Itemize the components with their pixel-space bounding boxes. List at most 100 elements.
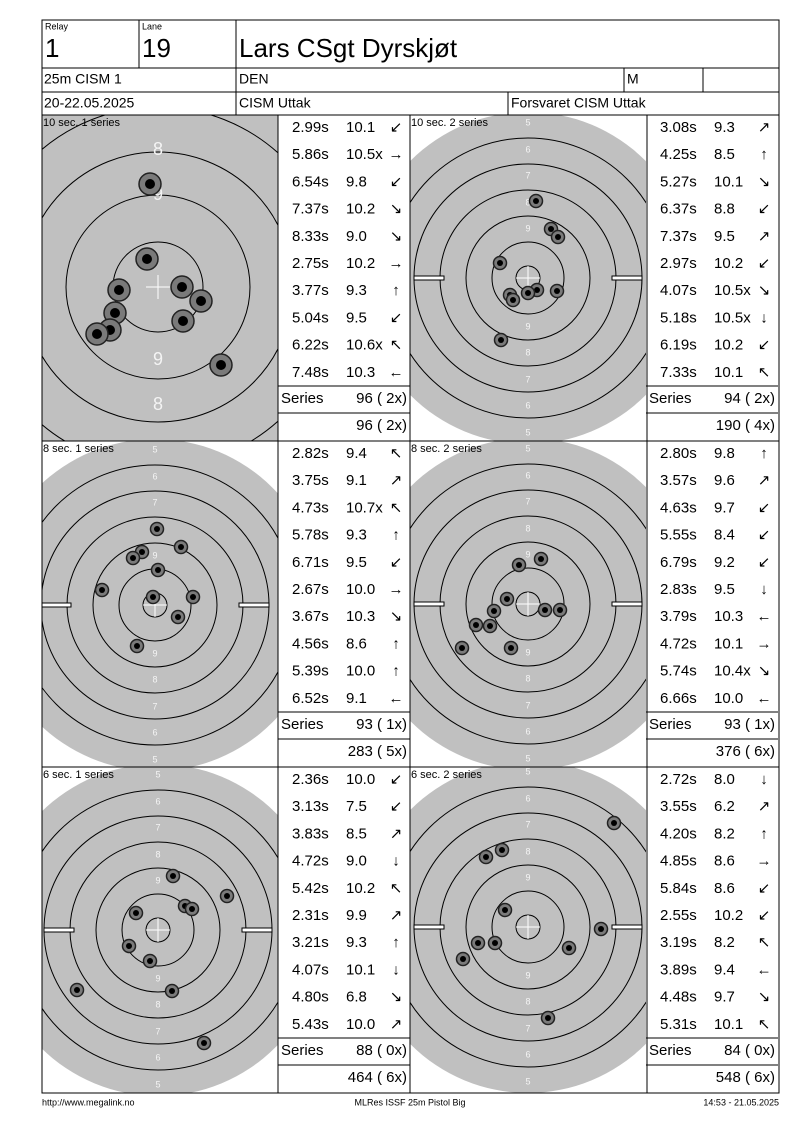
shot-time: 3.19s xyxy=(660,934,697,951)
shot-time: 4.20s xyxy=(660,825,697,842)
hit-core xyxy=(169,988,175,994)
shot-time: 5.78s xyxy=(292,527,329,544)
hit-core xyxy=(492,940,498,946)
ring-label: 5 xyxy=(525,443,530,453)
running-total: 96 ( 2x) xyxy=(356,417,407,434)
ring-label: 7 xyxy=(525,374,530,384)
target-face xyxy=(42,441,278,767)
hit-core xyxy=(554,288,560,294)
shot-time: 5.84s xyxy=(660,880,697,897)
shot-direction: ↑ xyxy=(760,825,768,842)
shot-time: 5.27s xyxy=(660,173,697,190)
shot-score: 9.1 xyxy=(346,472,367,489)
hit-core xyxy=(598,926,604,932)
shot-score: 9.3 xyxy=(346,527,367,544)
shot-score: 9.9 xyxy=(346,907,367,924)
series-label: Series xyxy=(649,1042,692,1059)
shot-score: 8.0 xyxy=(714,771,735,788)
ring-label: 9 xyxy=(152,648,157,658)
hit-core xyxy=(491,608,497,614)
shot-time: 8.33s xyxy=(292,228,329,245)
shot-direction: ↑ xyxy=(392,527,400,544)
shot-direction: ↖ xyxy=(390,880,403,897)
shot-score: 9.2 xyxy=(714,554,735,571)
hit-core xyxy=(134,643,140,649)
shot-direction: ↖ xyxy=(390,337,403,354)
ring-label: 5 xyxy=(525,753,530,763)
ring-label: 8 xyxy=(525,197,530,207)
shot-score: 10.0 xyxy=(346,1016,375,1033)
shot-score: 10.3 xyxy=(346,608,375,625)
hit-core xyxy=(224,893,230,899)
shot-direction: ↑ xyxy=(392,635,400,652)
shot-direction: ← xyxy=(757,608,772,625)
ring-label: 8 xyxy=(525,996,530,1006)
shot-time: 5.31s xyxy=(660,1016,697,1033)
running-total: 283 ( 5x) xyxy=(348,743,407,760)
running-total: 190 ( 4x) xyxy=(716,417,775,434)
ring-label: 9 xyxy=(525,970,530,980)
shot-score: 6.2 xyxy=(714,798,735,815)
shot-direction: ↙ xyxy=(758,255,771,272)
hit-core xyxy=(508,645,514,651)
shot-time: 7.37s xyxy=(292,201,329,218)
shot-table: 2.82s 9.4 ↖ 3.75s 9.1 ↗ 4.73s 10.7x ↖ 5.78s 9.3 ↑ 6.… xyxy=(278,445,410,760)
shot-direction: → xyxy=(389,581,404,598)
shot-time: 2.36s xyxy=(292,771,329,788)
shot-table: 2.72s 8.0 ↓ 3.55s 6.2 ↗ 4.20s 8.2 ↑ 4.85s 8.6 → 5.84… xyxy=(646,771,778,1086)
shot-score: 10.3 xyxy=(714,608,743,625)
shot-time: 6.19s xyxy=(660,337,697,354)
shot-time: 6.54s xyxy=(292,173,329,190)
ring-label: 8 xyxy=(155,849,160,859)
target: 5 6 7 8 9 9 8 7 6 5 xyxy=(42,767,278,1093)
ring xyxy=(42,464,278,746)
competition: 25m CISM 1 xyxy=(44,71,122,87)
organizer: Forsvaret CISM Uttak xyxy=(511,95,647,111)
gender: M xyxy=(627,71,639,87)
shot-direction: ↗ xyxy=(390,825,403,842)
shot-time: 7.37s xyxy=(660,228,697,245)
shot-time: 5.42s xyxy=(292,880,329,897)
frame xyxy=(41,19,780,1094)
shot-time: 6.37s xyxy=(660,201,697,218)
ring-label: 7 xyxy=(155,822,160,832)
ring-label: 7 xyxy=(155,1026,160,1036)
shot-time: 2.82s xyxy=(292,445,329,462)
shot-score: 8.2 xyxy=(714,934,735,951)
shot-time: 5.04s xyxy=(292,309,329,326)
shot-score: 10.1 xyxy=(346,961,375,978)
shot-time: 3.83s xyxy=(292,825,329,842)
shot-direction: → xyxy=(389,146,404,163)
ring-label: 6 xyxy=(155,1052,160,1062)
shot-time: 2.75s xyxy=(292,255,329,272)
shot-score: 10.2 xyxy=(714,337,743,354)
hit-core xyxy=(175,614,181,620)
shot-time: 3.79s xyxy=(660,608,697,625)
hit-core xyxy=(99,587,105,593)
shot-direction: → xyxy=(389,255,404,272)
shot-time: 3.67s xyxy=(292,608,329,625)
shot-table: 2.36s 10.0 ↙ 3.13s 7.5 ↙ 3.83s 8.5 ↗ 4.72s 9.0 ↓ 5.4… xyxy=(278,771,410,1086)
header: Relay 1 Lane 19 Lars CSgt Dyrskjøt 25m C… xyxy=(44,21,647,110)
ring-label: 9 xyxy=(525,647,530,657)
hit-core xyxy=(497,260,503,266)
shot-score: 9.1 xyxy=(346,690,367,707)
shot-direction: ↓ xyxy=(760,309,768,326)
ring-label: 5 xyxy=(155,769,160,779)
series-label: Series xyxy=(281,716,324,733)
shot-time: 3.77s xyxy=(292,282,329,299)
footer: http://www.megalink.no MLRes ISSF 25m Pi… xyxy=(42,1097,779,1107)
running-total: 548 ( 6x) xyxy=(716,1069,775,1086)
shot-score: 8.6 xyxy=(714,853,735,870)
shot-score: 10.5x xyxy=(714,282,751,299)
ring-label: 6 xyxy=(525,144,530,154)
hit-core xyxy=(216,360,226,370)
ring-label: 8 xyxy=(153,139,163,159)
shot-direction: ← xyxy=(757,690,772,707)
aim-bar xyxy=(611,601,643,607)
hit-core xyxy=(155,567,161,573)
target: 5 6 7 8 9 9 8 7 6 5 xyxy=(410,441,646,767)
aim-bar xyxy=(238,602,270,608)
hit-core xyxy=(459,645,465,651)
